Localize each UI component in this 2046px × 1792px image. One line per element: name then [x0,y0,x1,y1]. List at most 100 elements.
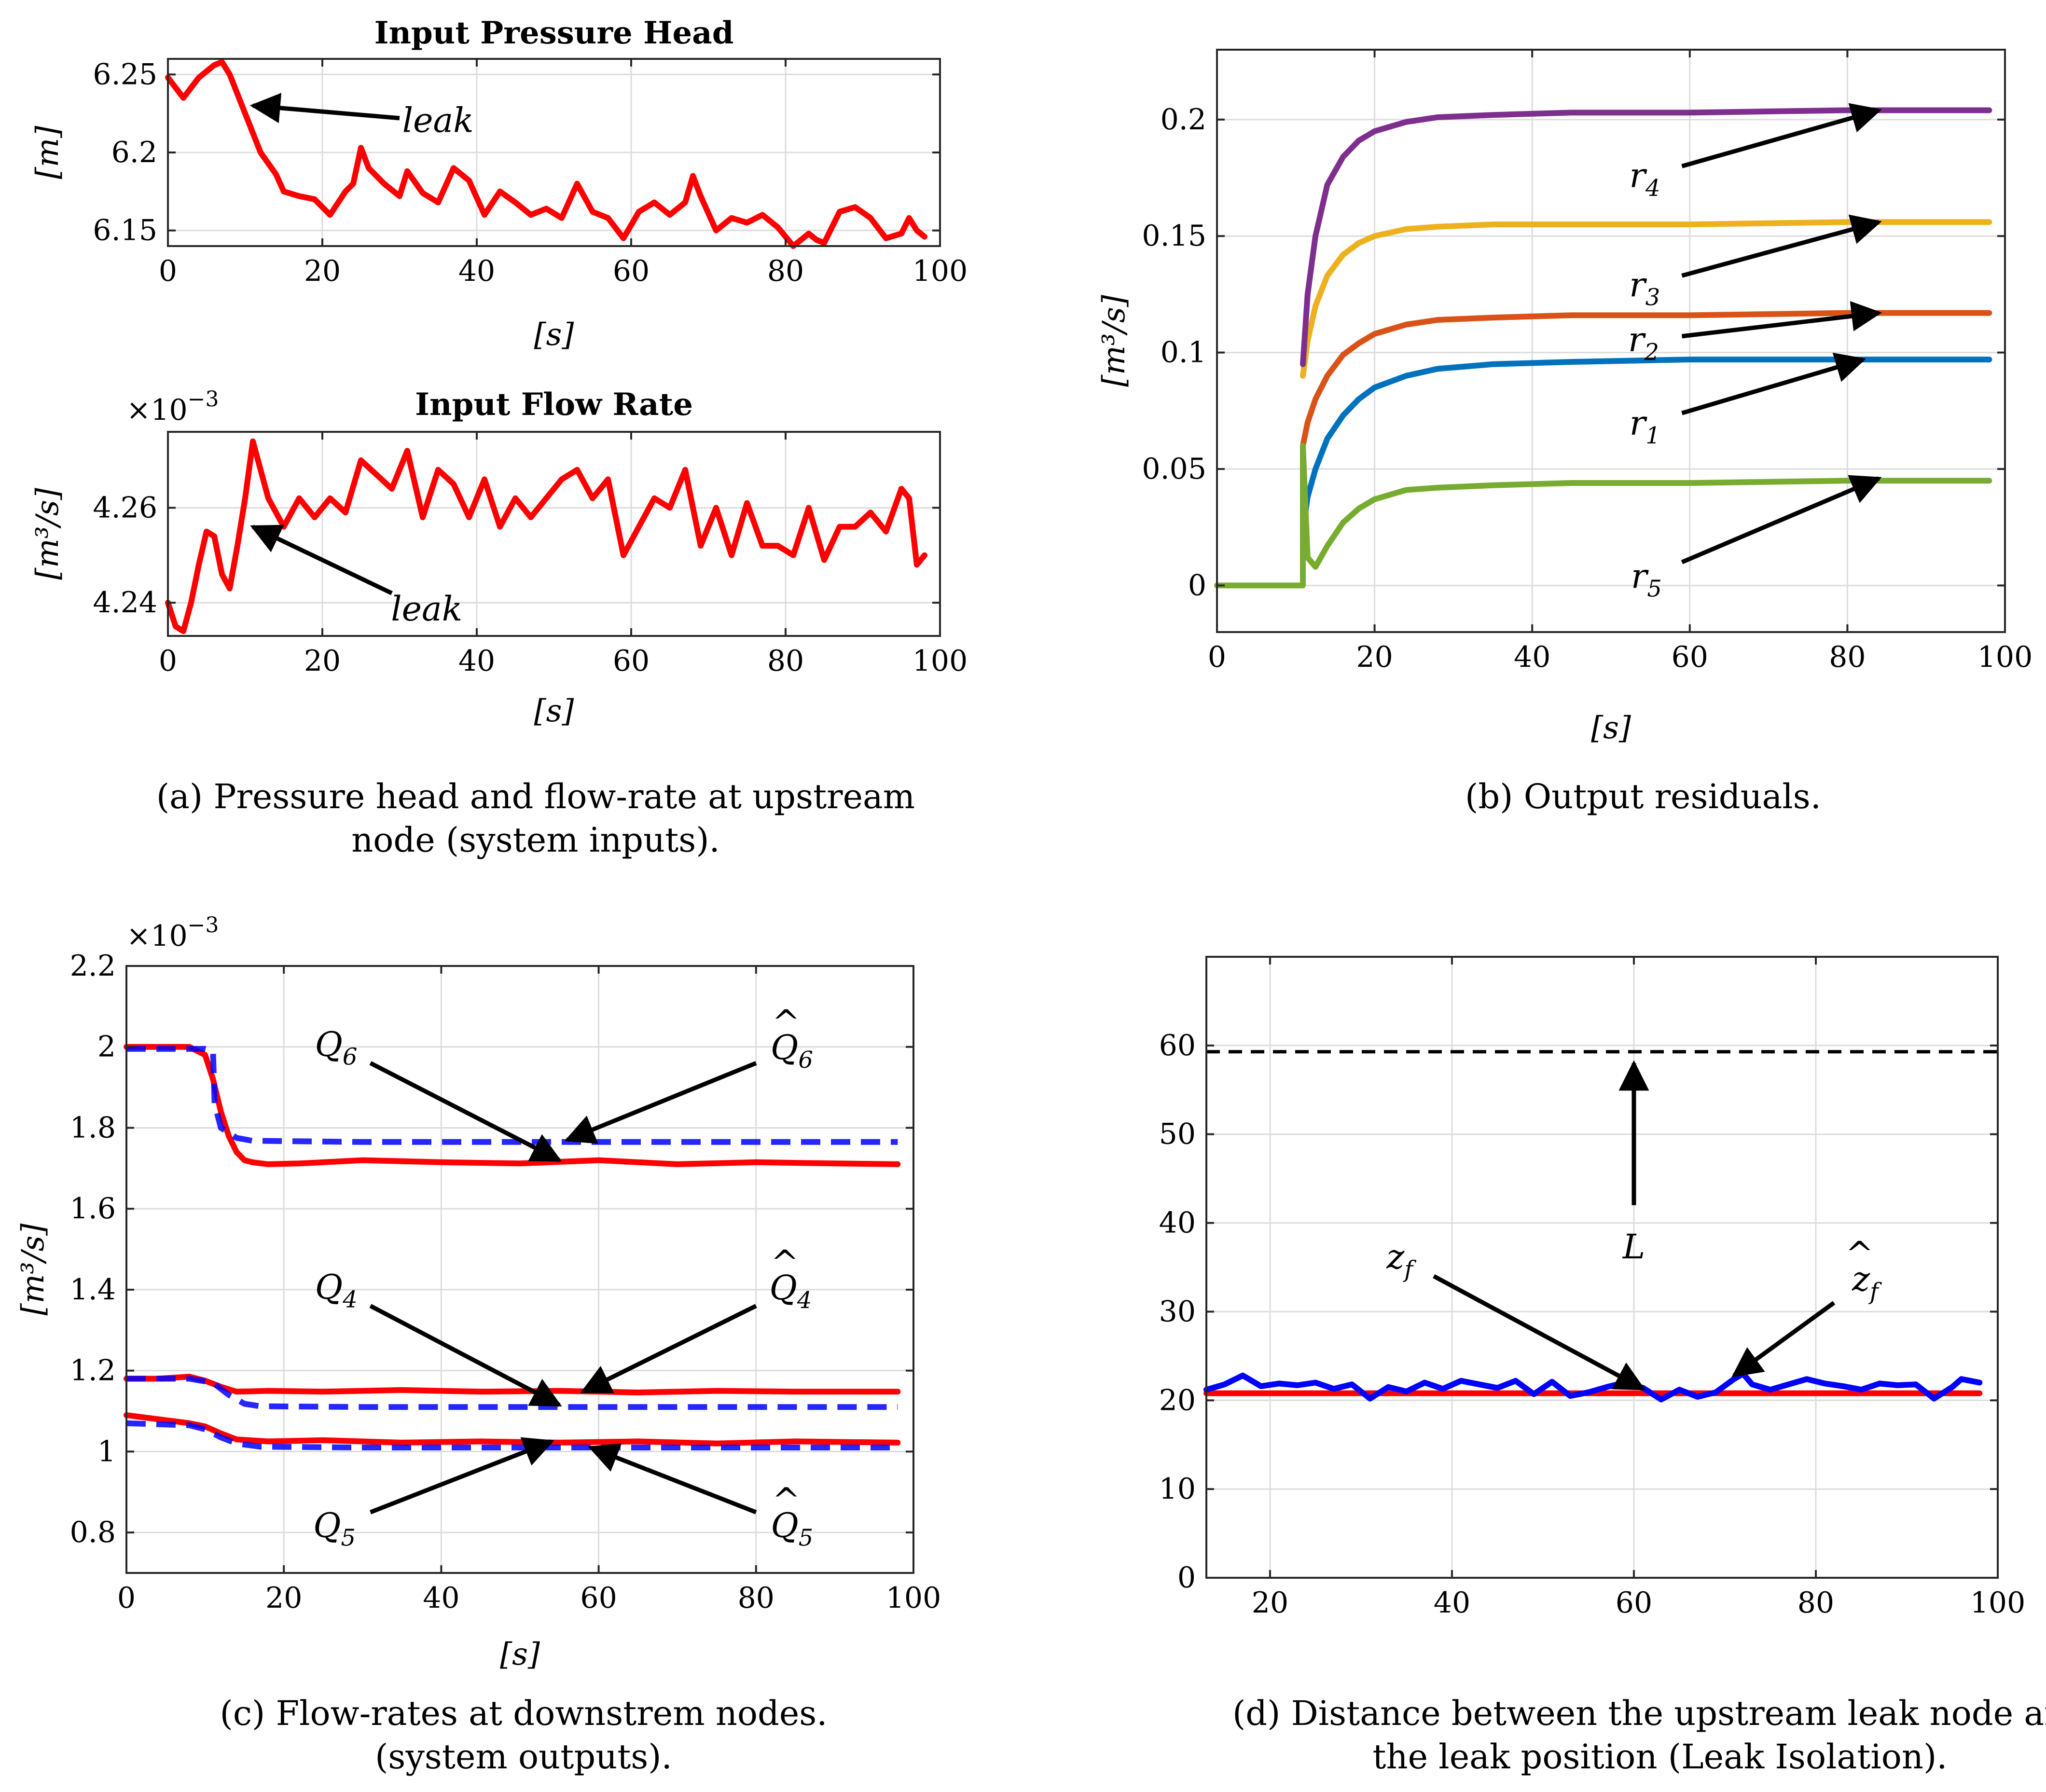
x-tick-label: 0 [159,254,177,288]
axes-box [1216,49,2006,633]
axes-box [167,431,941,637]
y-tick-label: 0.15 [1142,219,1206,253]
chart-title: Input Flow Rate [415,386,693,423]
x-tick-label: 20 [304,644,341,678]
x-tick-label: 100 [1970,1586,2026,1620]
x-tick-label: 80 [738,1581,774,1615]
x-tick-label: 60 [580,1581,617,1615]
annotation-arrow [564,1061,757,1144]
y-tick-label: 1 [97,1434,116,1468]
series-line-r1-0 [1300,357,1992,535]
x-tick-label: 80 [1797,1586,1834,1620]
x-tick-label: 40 [458,254,495,288]
x-tick-label: 100 [886,1581,941,1615]
y-tick-label: 30 [1159,1295,1196,1328]
annotation-label-d-2-hat: ^ [1845,1234,1874,1274]
annotation-arrow [249,93,400,124]
x-tick-label: 60 [1672,640,1708,674]
annotation-arrow [369,1437,554,1515]
y-axis-label: [m³/s] [30,487,66,580]
x-tick-label: 0 [159,644,177,678]
y-tick-label: 4.24 [93,586,157,620]
series-line-Q5-4 [124,1412,901,1447]
x-axis-label: [s] [534,317,575,353]
x-tick-label: 20 [1252,1586,1288,1620]
caption-a-line2: node (system inputs). [351,820,720,860]
y-axis-label: [m] [30,125,66,179]
y-tick-label: 40 [1159,1206,1196,1240]
chart-output-residuals: 0 20 40 60 80 100 0 0.05 0.1 0.15 0.2 [s] [m³/s] r4 r3… [1096,49,2033,746]
annotation-label-c-2: Q4 [315,1267,358,1313]
x-tick-label: 60 [1616,1586,1652,1620]
y-tick-label: 2.2 [70,949,116,983]
x-tick-label: 0 [117,1581,136,1615]
y-tick-label: 4.26 [93,491,157,524]
y-tick-label: 0.2 [1161,103,1206,137]
caption-a-line1: (a) Pressure head and flow-rate at upstr… [156,777,915,816]
grid [1206,957,1999,1579]
annotation-label-b-1: r3 [1629,265,1660,311]
x-tick-label: 100 [912,644,968,678]
caption-c-line1: (c) Flow-rates at downstrem nodes. [220,1694,828,1733]
annotation-label-a1-0: leak [402,101,474,140]
annotation-label-c-3-hat: ^ [771,1243,799,1282]
x-tick-label: 40 [423,1581,459,1615]
x-tick-label: 40 [1514,640,1550,674]
series-line-r5-4 [1214,442,1992,589]
series-line-pressurehead-0 [165,59,927,249]
caption-d-line1: (d) Distance between the upstream leak n… [1232,1694,2046,1733]
y-tick-label: 10 [1159,1472,1196,1506]
grid [167,432,941,636]
annotation-arrow [369,1061,562,1162]
series-line-Q6-0 [124,1044,901,1167]
grid [167,59,941,246]
y-axis-label: [m³/s] [1096,294,1132,387]
x-tick-label: 100 [1977,640,2033,674]
x-tick-label: 100 [912,254,968,288]
x-axis-label: [s] [1591,710,1631,746]
x-tick-label: 20 [265,1581,302,1615]
annotation-label-c-5: Q5 [771,1505,813,1551]
chart-input-pressure-head: 0 20 40 60 80 100 6.15 6.2 6.25 Input Pressure He… [30,15,968,353]
y-tick-label: 1.4 [70,1273,116,1307]
x-tick-label: 80 [767,644,804,678]
y-tick-label: 0.8 [70,1516,116,1549]
x-tick-label: 20 [1356,640,1393,674]
y-tick-label: 50 [1159,1117,1196,1151]
y-tick-label: 6.25 [93,57,157,91]
annotation-arrow [1731,1301,1836,1378]
grid [1216,50,2006,632]
annotation-arrow [580,1304,757,1394]
y-tick-label: 60 [1159,1029,1196,1062]
annotation-arrow [250,524,393,595]
x-tick-label: 60 [613,254,650,288]
annotation-label-b-2: r2 [1628,320,1659,366]
annotation-label-c-4: Q5 [313,1505,356,1551]
chart-title: Input Pressure Head [374,15,734,51]
annotation-label-d-1: zf [1386,1237,1417,1283]
x-tick-label: 60 [613,644,650,678]
x-tick-label: 0 [1208,640,1226,674]
x-tick-label: 40 [458,644,495,678]
axis-exponent: ×10−3 [126,913,219,953]
axis-exponent: ×10−3 [126,387,219,427]
annotation-label-c-1: Q6 [771,1028,813,1074]
annotation-label-c-3: Q4 [770,1268,812,1314]
series-line-r2-1 [1300,310,1992,449]
y-tick-label: 0 [1188,568,1206,602]
x-axis-label: [s] [500,1637,540,1672]
y-tick-label: 2 [97,1030,116,1064]
y-tick-label: 20 [1159,1383,1196,1417]
x-tick-label: 40 [1434,1586,1470,1620]
x-axis-label: [s] [534,693,575,729]
y-tick-label: 6.2 [111,136,157,169]
annotation-arrow [369,1304,562,1407]
y-tick-label: 1.2 [70,1354,116,1388]
series-line-flowrate-0 [165,438,927,634]
annotation-arrow [1681,103,1882,168]
y-tick-label: 0.1 [1161,336,1206,370]
series-line-Q4-3 [126,1376,898,1410]
caption-c-line2: (system outputs). [375,1737,672,1777]
